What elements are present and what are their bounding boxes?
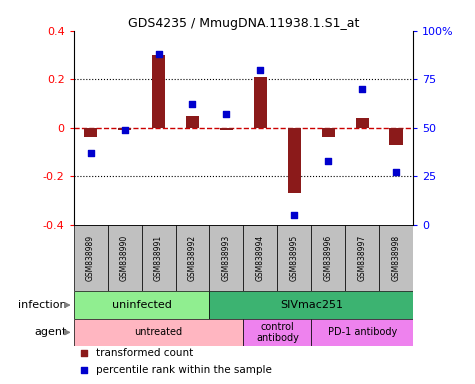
Bar (74, 291, 209, 319)
Bar (84, 128, 97, 137)
Bar (152, 55, 165, 128)
Bar (355, 118, 369, 128)
Bar (209, 225, 243, 291)
Point (392, 169, 400, 175)
Text: GSM838996: GSM838996 (324, 235, 333, 281)
Bar (243, 319, 312, 346)
Title: GDS4235 / MmugDNA.11938.1.S1_at: GDS4235 / MmugDNA.11938.1.S1_at (128, 17, 359, 30)
Point (87, 150, 95, 156)
Text: percentile rank within the sample: percentile rank within the sample (95, 365, 272, 375)
Bar (186, 116, 199, 128)
Bar (176, 225, 209, 291)
Text: untreated: untreated (134, 328, 182, 338)
Bar (118, 128, 132, 130)
Point (324, 158, 332, 164)
Bar (219, 128, 233, 130)
Bar (209, 291, 413, 319)
Text: transformed count: transformed count (95, 348, 193, 358)
Bar (345, 225, 379, 291)
Bar (74, 319, 243, 346)
Bar (322, 128, 335, 137)
Bar (312, 225, 345, 291)
Text: GSM838995: GSM838995 (290, 235, 299, 281)
Point (291, 212, 298, 218)
Text: GSM838993: GSM838993 (222, 235, 231, 281)
Text: GSM838997: GSM838997 (358, 235, 367, 281)
Point (80, 349, 87, 356)
Bar (107, 225, 142, 291)
Text: GSM838998: GSM838998 (392, 235, 401, 281)
Text: infection: infection (18, 300, 67, 310)
Text: agent: agent (35, 328, 67, 338)
Point (256, 66, 264, 73)
Bar (243, 225, 277, 291)
Bar (142, 225, 176, 291)
Bar (287, 128, 301, 193)
Point (223, 111, 230, 117)
Bar (277, 225, 311, 291)
Bar (254, 77, 267, 128)
Point (80, 367, 87, 373)
Point (121, 127, 128, 133)
Text: GSM838994: GSM838994 (256, 235, 265, 281)
Point (189, 101, 196, 108)
Bar (74, 225, 107, 291)
Bar (312, 319, 413, 346)
Text: GSM838992: GSM838992 (188, 235, 197, 281)
Text: GSM838990: GSM838990 (120, 235, 129, 281)
Text: SIVmac251: SIVmac251 (280, 300, 343, 310)
Text: GSM838991: GSM838991 (154, 235, 163, 281)
Text: GSM838989: GSM838989 (86, 235, 95, 281)
Bar (390, 128, 403, 145)
Point (155, 51, 162, 57)
Point (359, 86, 366, 92)
Text: uninfected: uninfected (112, 300, 171, 310)
Bar (379, 225, 413, 291)
Text: control
antibody: control antibody (256, 321, 299, 343)
Text: PD-1 antibody: PD-1 antibody (328, 328, 397, 338)
